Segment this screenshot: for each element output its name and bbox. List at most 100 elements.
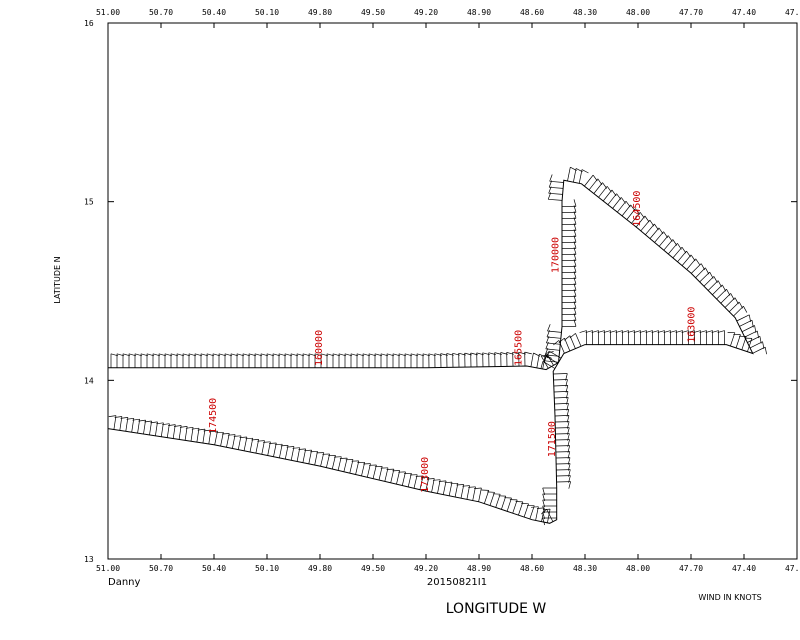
wind-barb-staff	[724, 297, 736, 308]
y-axis-label: LATITUDE N	[53, 256, 62, 303]
x-tick-label-bottom: 49.50	[361, 564, 385, 573]
wind-barb-flag	[743, 306, 748, 313]
wind-barb-staff	[564, 337, 571, 352]
wind-barb-flag	[547, 324, 551, 332]
wind-barb-staff	[554, 409, 569, 411]
wind-barb-flag	[568, 481, 571, 489]
wind-barb-staff	[320, 452, 325, 467]
x-tick-label-bottom: 50.40	[202, 564, 226, 573]
wind-barb-flag	[579, 330, 587, 333]
wind-barb-staff	[196, 428, 200, 443]
wind-barb-flag	[553, 340, 560, 346]
wind-barb-staff	[554, 397, 569, 399]
wind-barb-flag	[573, 199, 577, 207]
wind-barb-staff	[545, 354, 560, 357]
x-tick-label-bottom: 50.70	[149, 564, 173, 573]
wind-barb-staff	[178, 425, 182, 440]
wind-barb-staff	[663, 239, 674, 251]
wind-barb-flag	[581, 169, 589, 174]
wind-barb-staff	[273, 442, 277, 457]
y-tick-label: 14	[84, 376, 94, 385]
wind-barb-flag	[541, 508, 547, 515]
wind-barb-staff	[284, 445, 289, 460]
wind-barb-flag	[546, 351, 554, 354]
x-tick-label-top: 47.10	[785, 8, 800, 17]
wind-barb-staff	[545, 348, 560, 351]
wind-barb-staff	[720, 293, 731, 304]
left-axis-ticks: 13 14 15 16	[84, 19, 114, 564]
wind-barb-flag	[531, 506, 539, 508]
wind-barb-staff	[553, 373, 568, 375]
wind-barb-staff	[569, 335, 576, 349]
wind-barb-staff	[677, 250, 687, 263]
wind-barb-staff	[735, 334, 741, 349]
wind-barb-staff	[208, 429, 212, 444]
x-tick-label-bottom: 48.60	[520, 564, 544, 573]
wind-barb-staff	[261, 440, 265, 455]
wind-barb-staff	[681, 254, 692, 266]
x-tick-label-bottom: 47.40	[732, 564, 756, 573]
wind-units-label: WIND IN KNOTS	[698, 593, 761, 602]
x-tick-label-top: 50.10	[255, 8, 279, 17]
wind-barb-staff	[548, 192, 563, 195]
wind-barb-staff	[547, 330, 562, 333]
x-tick-label-bottom: 48.30	[573, 564, 597, 573]
x-tick-label-top: 50.70	[149, 8, 173, 17]
wind-barb-staff	[137, 419, 141, 434]
wind-barb-staff	[584, 174, 594, 187]
x-tick-label-bottom: 47.70	[679, 564, 703, 573]
wind-barb-staff	[617, 200, 627, 213]
wind-barb-staff	[549, 186, 564, 189]
wind-barb-staff	[143, 420, 146, 435]
wind-barb-staff	[523, 503, 529, 518]
x-tick-label-top: 48.30	[573, 8, 597, 17]
wind-barb-staff	[184, 426, 188, 441]
wind-barb-staff	[302, 448, 307, 463]
wind-barb-staff	[460, 484, 465, 499]
wind-barb-staff	[546, 336, 561, 339]
wind-barb-staff	[612, 197, 622, 209]
wind-barb-staff	[243, 436, 248, 451]
wind-barb-staff	[553, 379, 568, 381]
x-tick-label-top: 48.60	[520, 8, 544, 17]
right-axis-ticks	[791, 22, 797, 560]
wind-barb-staff	[442, 480, 447, 495]
wind-barb-staff	[155, 421, 158, 436]
wind-barb-staff	[712, 284, 723, 295]
wind-barb-staff	[495, 494, 501, 508]
x-tick-label-top: 48.90	[467, 8, 491, 17]
wind-barb-staff	[226, 433, 230, 448]
wind-barb-staff	[691, 263, 702, 274]
wind-barb-staff	[640, 219, 651, 232]
time-label: 170000	[551, 237, 562, 273]
wind-barb-staff	[472, 486, 476, 501]
wind-barb-staff	[573, 168, 577, 183]
plot-frame	[107, 22, 798, 560]
wind-barb-staff	[747, 335, 761, 343]
wind-barb-staff	[518, 501, 524, 516]
wind-barb-staff	[728, 301, 740, 313]
wind-barb-staff	[736, 314, 750, 322]
wind-barb-staff	[372, 464, 377, 479]
wind-barb-staff	[437, 479, 441, 494]
wind-barb-staff	[695, 267, 706, 278]
wind-barb-staff	[658, 235, 669, 247]
wind-barb-flag	[210, 430, 218, 433]
wind-barb-staff	[542, 360, 556, 369]
wind-barb-staff	[255, 439, 260, 454]
wind-barb-staff	[699, 271, 710, 283]
wind-barb-staff	[668, 243, 678, 255]
wind-barb-staff	[730, 332, 736, 347]
wind-barb-staff	[166, 423, 170, 438]
wind-barb-staff	[645, 223, 655, 235]
wind-barb-staff	[744, 330, 758, 338]
x-tick-label-top: 47.70	[679, 8, 703, 17]
wind-barb-staff	[232, 434, 236, 449]
wind-barb-staff	[149, 420, 152, 435]
wind-barb-staff	[214, 431, 218, 445]
wind-barb-staff	[249, 438, 254, 452]
wind-barb-staff	[237, 435, 242, 450]
y-tick-label: 16	[84, 19, 94, 28]
wind-barb-staff	[349, 459, 354, 474]
x-tick-label-top: 49.20	[414, 8, 438, 17]
